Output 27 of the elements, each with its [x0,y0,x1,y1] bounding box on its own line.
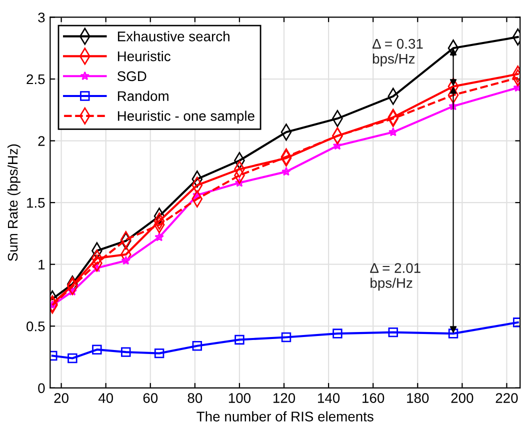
x-tick-label: 180 [407,393,429,403]
x-tick-label: 20 [54,393,68,403]
legend-label: Random [118,90,168,102]
legend-label: Exhaustive search [118,31,230,42]
y-tick-label: 0 [38,383,45,394]
x-tick-label: 100 [228,393,251,403]
x-tick-label: 220 [496,393,518,403]
y-tick-label: 1.5 [27,198,45,208]
x-tick-label: 200 [451,393,474,403]
x-tick-label: 80 [188,393,202,403]
x-tick-label: 60 [143,393,158,403]
x-tick-label: 40 [98,393,114,403]
x-tick-label: 160 [362,393,384,403]
annotation: Δ = 0.31 bps/Hz [372,38,423,66]
x-tick-label: 140 [318,393,340,403]
y-axis-title: Sum Rate (bps/Hz) [7,144,20,261]
y-tick-label: 2.5 [26,74,45,84]
x-axis-title: The number of RIS elements [196,411,374,422]
legend-label: Heuristic [118,51,170,62]
annotation: Δ = 2.01 bps/Hz [370,263,420,291]
y-tick-label: 2 [38,136,45,146]
legend-label: SGD [117,71,146,82]
y-tick-label: 3 [38,12,45,22]
y-tick-label: 1 [38,260,45,270]
x-tick-label: 120 [273,393,296,403]
y-tick-label: 0.5 [26,321,45,332]
legend-label: Heuristic - one sample [118,110,254,124]
